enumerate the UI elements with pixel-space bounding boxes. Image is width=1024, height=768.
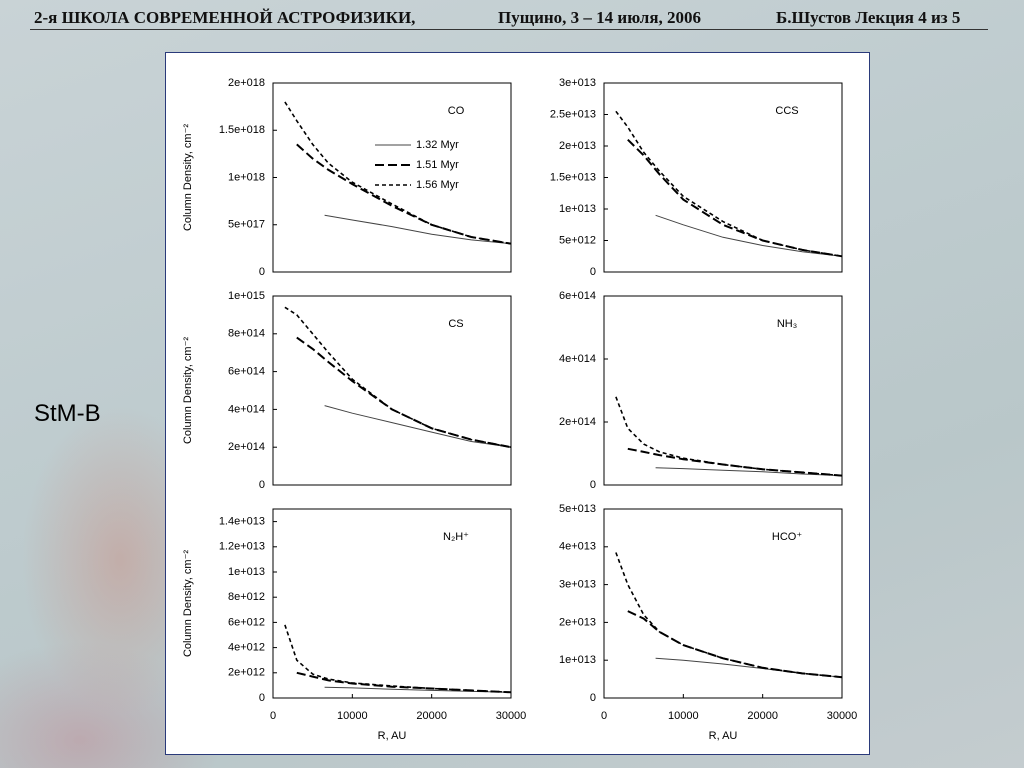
- series-line: [615, 552, 843, 678]
- x-tick-label: 10000: [337, 710, 368, 722]
- y-tick-label: 6e+014: [559, 290, 596, 302]
- y-tick-label: 1.5e+013: [550, 171, 596, 183]
- panel-title: CO: [448, 105, 465, 117]
- y-tick-label: 0: [259, 479, 265, 491]
- y-tick-label: 5e+013: [559, 503, 596, 515]
- y-tick-label: 1e+013: [559, 654, 596, 666]
- series-line: [284, 101, 512, 245]
- y-tick-label: 2e+013: [559, 140, 596, 152]
- y-tick-label: 5e+012: [559, 234, 596, 246]
- header-rule: [30, 29, 988, 30]
- side-label: StM-B: [34, 400, 101, 427]
- y-axis-label: Column Density, cm⁻²: [182, 124, 194, 231]
- y-tick-label: 0: [259, 266, 265, 278]
- y-tick-label: 1.5e+018: [219, 124, 265, 136]
- legend-label: 1.51 Myr: [416, 159, 459, 171]
- y-tick-label: 5e+017: [228, 219, 265, 231]
- y-tick-label: 4e+014: [228, 403, 265, 415]
- series-line: [284, 306, 512, 448]
- figure-frame: [165, 52, 870, 755]
- y-tick-label: 1.4e+013: [219, 516, 265, 528]
- y-tick-label: 0: [590, 479, 596, 491]
- panel-title: N₂H⁺: [443, 531, 469, 543]
- plot-frame: [272, 508, 512, 699]
- x-tick-label: 0: [601, 710, 607, 722]
- panel-title: CS: [448, 318, 463, 330]
- series-line: [615, 110, 843, 258]
- y-tick-label: 2e+018: [228, 77, 265, 89]
- panel-title: NH₃: [777, 318, 797, 330]
- y-tick-label: 1e+015: [228, 290, 265, 302]
- x-tick-label: 10000: [668, 710, 699, 722]
- y-tick-label: 3e+013: [559, 579, 596, 591]
- x-tick-label: 20000: [747, 710, 778, 722]
- x-tick-label: 30000: [496, 710, 527, 722]
- x-tick-label: 0: [270, 710, 276, 722]
- y-tick-label: 0: [590, 692, 596, 704]
- y-tick-label: 1e+018: [228, 171, 265, 183]
- y-tick-label: 8e+014: [228, 328, 265, 340]
- plot-frame: [603, 508, 843, 699]
- place-date: Пущино, 3 – 14 июля, 2006: [498, 8, 702, 27]
- y-tick-label: 2e+012: [228, 667, 265, 679]
- series-line: [627, 138, 843, 258]
- y-tick-label: 4e+013: [559, 541, 596, 553]
- series-line: [324, 214, 512, 245]
- y-tick-label: 1e+013: [228, 566, 265, 578]
- series-line: [284, 624, 512, 694]
- series-line: [615, 396, 843, 477]
- y-axis-label: Column Density, cm⁻²: [182, 337, 194, 444]
- series-line: [296, 143, 512, 245]
- series-line: [627, 610, 843, 679]
- y-tick-label: 6e+014: [228, 366, 265, 378]
- y-tick-label: 2e+014: [228, 441, 265, 453]
- y-tick-label: 2.5e+013: [550, 108, 596, 120]
- y-tick-label: 0: [590, 266, 596, 278]
- series-line: [655, 214, 843, 257]
- series-line: [655, 467, 843, 477]
- school-title: 2-я ШКОЛА СОВРЕМЕННОЙ АСТРОФИЗИКИ,: [34, 8, 416, 27]
- y-tick-label: 1.2e+013: [219, 541, 265, 553]
- panel-title: HCO⁺: [772, 531, 802, 543]
- x-tick-label: 30000: [827, 710, 858, 722]
- plot-frame: [272, 295, 512, 486]
- y-tick-label: 6e+012: [228, 616, 265, 628]
- y-tick-label: 2e+013: [559, 616, 596, 628]
- x-tick-label: 20000: [416, 710, 447, 722]
- x-axis-label: R, AU: [709, 730, 738, 742]
- y-tick-label: 4e+012: [228, 642, 265, 654]
- panel-title: CCS: [775, 105, 798, 117]
- legend-label: 1.32 Myr: [416, 139, 459, 151]
- legend-label: 1.56 Myr: [416, 179, 459, 191]
- lecture-info: Б.Шустов Лекция 4 из 5: [776, 8, 961, 27]
- plot-frame: [603, 295, 843, 486]
- series-line: [324, 405, 512, 448]
- y-tick-label: 2e+014: [559, 416, 596, 428]
- y-tick-label: 0: [259, 692, 265, 704]
- y-tick-label: 1e+013: [559, 203, 596, 215]
- x-axis-label: R, AU: [378, 730, 407, 742]
- y-tick-label: 8e+012: [228, 591, 265, 603]
- y-tick-label: 4e+014: [559, 353, 596, 365]
- y-axis-label: Column Density, cm⁻²: [182, 550, 194, 657]
- y-tick-label: 3e+013: [559, 77, 596, 89]
